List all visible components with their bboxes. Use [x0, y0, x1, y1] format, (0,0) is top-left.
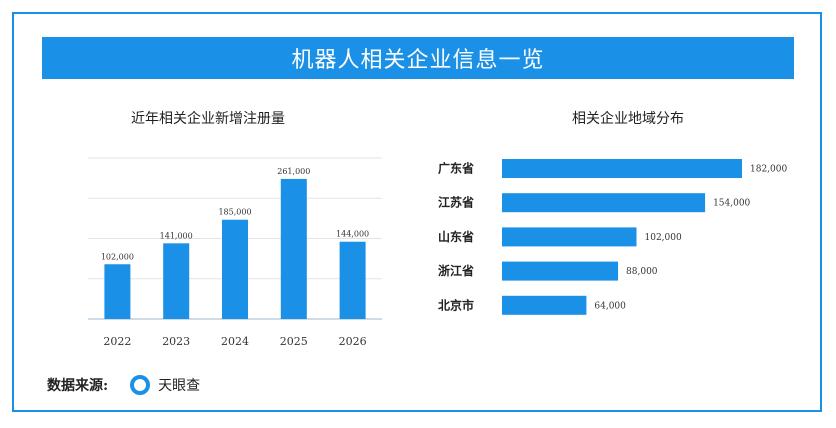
bar [163, 243, 190, 319]
data-label: 141,000 [160, 231, 193, 240]
data-label: 102,000 [101, 252, 134, 261]
outer-frame [12, 12, 822, 412]
x-tick-label: 2022 [103, 335, 131, 348]
data-label: 261,000 [277, 167, 310, 176]
data-label: 88,000 [626, 267, 658, 277]
source-label: 数据来源: [47, 378, 109, 394]
y-category-label: 浙江省 [438, 263, 474, 278]
data-label: 182,000 [750, 165, 787, 175]
data-label: 64,000 [594, 301, 626, 311]
bar [280, 178, 307, 319]
bar [339, 241, 366, 319]
data-label: 154,000 [713, 199, 750, 209]
left-chart-title: 近年相关企业新增注册量 [131, 111, 285, 127]
bar [502, 227, 637, 247]
x-tick-label: 2023 [162, 335, 190, 348]
data-source: 数据来源: 天眼查 [47, 375, 200, 395]
bar [502, 295, 587, 315]
bar [502, 193, 706, 213]
y-category-label: 江苏省 [438, 195, 474, 210]
data-label: 102,000 [645, 233, 682, 243]
y-category-label: 广东省 [438, 161, 474, 176]
bar [502, 159, 742, 178]
page-title: 机器人相关企业信息一览 [42, 37, 794, 79]
x-tick-label: 2026 [339, 335, 367, 348]
source-name: 天眼查 [158, 378, 201, 394]
x-tick-label: 2024 [221, 335, 249, 348]
ring-icon [130, 375, 151, 395]
bar [104, 264, 131, 319]
y-category-label: 山东省 [438, 229, 474, 244]
bar [502, 261, 619, 281]
y-category-label: 北京市 [438, 297, 474, 312]
data-label: 144,000 [336, 230, 369, 239]
x-tick-label: 2025 [280, 335, 308, 348]
bar [222, 219, 248, 319]
right-chart-title: 相关企业地域分布 [572, 111, 684, 127]
data-label: 185,000 [218, 208, 251, 217]
